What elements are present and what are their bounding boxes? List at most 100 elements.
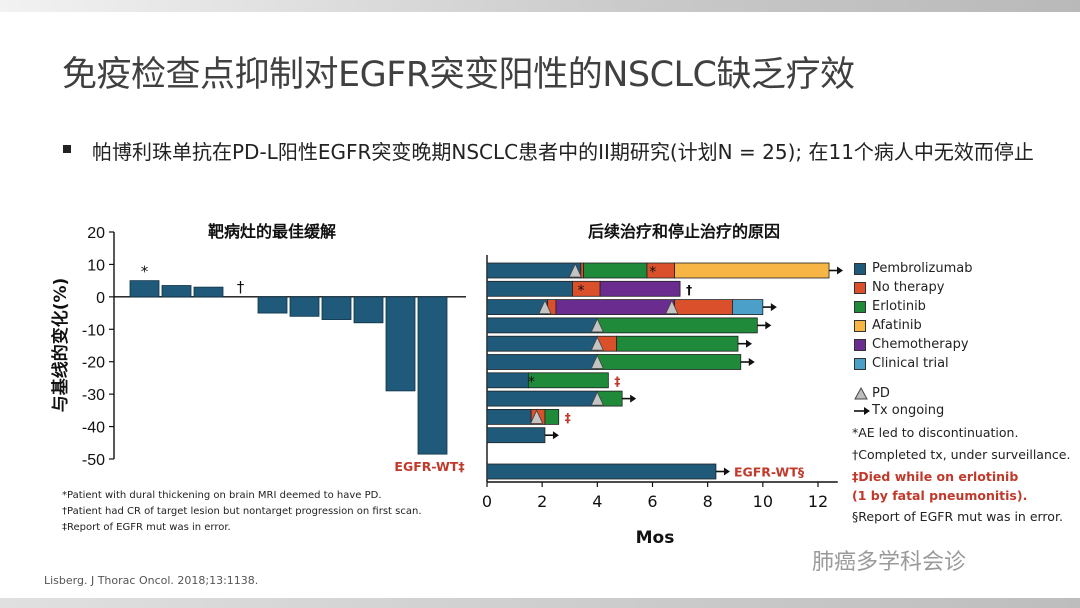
waterfall-bar [321, 296, 352, 320]
legend-swatch [854, 320, 866, 332]
pd-triangle [538, 299, 552, 315]
top-decor-bar [0, 0, 1080, 12]
swimmer-segment [674, 299, 733, 316]
legend-swatch [854, 339, 866, 351]
right-x-tick-label: 6 [647, 492, 657, 511]
swimmer-segment [732, 299, 764, 316]
left-y-tick-label: 0 [96, 290, 105, 307]
ongoing-arrow-head [723, 467, 730, 476]
bullet-text: 帕博利珠单抗在PD-L阳性EGFR突变晚期NSCLC患者中的II期研究(计划N … [92, 140, 1034, 164]
note-completed: †Completed tx, under surveillance. [852, 447, 1071, 462]
swimmer-suffix: † [686, 283, 692, 297]
pd-triangle-icon [854, 386, 868, 400]
waterfall-bar-mark: * [141, 263, 149, 281]
swimmer-segment [486, 280, 573, 297]
ongoing-arrow-head [837, 266, 844, 275]
right-x-tick-label: 12 [808, 492, 828, 511]
waterfall-bar [289, 296, 320, 317]
waterfall-bar [193, 286, 224, 298]
ongoing-arrow-head [748, 358, 755, 366]
legend-swatch [854, 263, 866, 275]
swimmer-segment [527, 372, 609, 389]
pd-triangle [568, 263, 582, 278]
right-x-tick-label: 8 [703, 492, 713, 511]
swimmer-segment [674, 262, 830, 279]
left-footnote-1: *Patient with dural thickening on brain … [62, 490, 382, 501]
swimmer-segment [580, 262, 584, 279]
right-x-tick-label: 2 [537, 492, 547, 511]
left-y-tick-label: -10 [82, 322, 105, 339]
legend-swatch [854, 282, 866, 294]
left-footnote-3: ‡Report of EGFR mut was in error. [62, 522, 231, 533]
waterfall-bar [417, 296, 448, 455]
note-egfr-error: §Report of EGFR mut was in error. [852, 509, 1063, 524]
watermark: 肺癌多学科会诊 [812, 544, 966, 576]
left-footnote-2: †Patient had CR of target lesion but non… [62, 506, 422, 517]
swimmer-segment [486, 372, 529, 389]
legend-swatch [854, 301, 866, 313]
waterfall-bar [385, 296, 416, 392]
right-chart-title: 后续治疗和停止治疗的原因 [588, 222, 781, 241]
swimmer-segment [486, 317, 598, 334]
swimmer-segment [544, 408, 560, 425]
swimmer-segment [599, 280, 681, 297]
swimmer-marker: * [578, 283, 585, 299]
left-y-tick-label: -50 [82, 452, 105, 469]
source-citation: Lisberg. J Thorac Oncol. 2018;13:1138. [44, 574, 259, 587]
left-y-tick-label: -20 [82, 355, 105, 372]
watermark-text: 肺癌多学科会诊 [812, 550, 967, 575]
swimmer-segment [486, 427, 546, 444]
swimmer-segment [583, 262, 648, 279]
arrow-right-icon [854, 407, 870, 415]
note-ae: *AE led to discontinuation. [852, 425, 1019, 440]
note-pneumonitis: (1 by fatal pneumonitis). [852, 488, 1028, 503]
pd-triangle [530, 409, 544, 424]
swimmer-marker: * [528, 374, 535, 390]
swimmer-segment [555, 299, 675, 316]
waterfall-bar [161, 285, 192, 298]
waterfall-bar [257, 296, 288, 314]
swimmer-segment [596, 354, 742, 370]
waterfall-bar-mark: † [237, 278, 245, 296]
ongoing-arrow-head [552, 431, 559, 440]
swimmer-suffix: ‡ [565, 411, 571, 425]
swimmer-segment [486, 390, 598, 407]
swimmer-marker: * [649, 265, 656, 281]
swimmer-segment [486, 335, 598, 352]
right-x-tick-label: 10 [753, 492, 773, 511]
egfr-wt-annotation: EGFR-WT‡ [394, 459, 464, 474]
legend-swatch [854, 358, 866, 370]
pd-triangle [590, 354, 604, 369]
waterfall-bar [129, 280, 160, 298]
swimmer-segment [486, 408, 532, 425]
ongoing-arrow-head [630, 394, 637, 403]
swimmer-segment [486, 354, 598, 370]
pd-triangle [590, 336, 604, 351]
pd-triangle [590, 391, 604, 406]
right-x-tick-label: 4 [592, 492, 602, 511]
swimmer-segment [616, 335, 739, 352]
swimmer-suffix: ‡ [614, 374, 620, 388]
pd-triangle [590, 317, 604, 333]
pd-triangle [665, 299, 679, 315]
left-y-axis-label: 与基线的变化(%) [50, 278, 71, 413]
bottom-decor-bar [0, 598, 1080, 608]
waterfall-bar [353, 296, 384, 324]
swimmer-segment [486, 299, 549, 316]
slide-title: 免疫检查点抑制对EGFR突变阳性的NSCLC缺乏疗效 [62, 55, 855, 95]
swimmer-segment [486, 463, 717, 480]
bullet-square-icon [63, 145, 71, 153]
right-x-axis-label: Mos [636, 528, 675, 548]
ongoing-arrow-head [765, 321, 772, 330]
swimmer-segment [486, 262, 582, 279]
left-chart-title: 靶病灶的最佳缓解 [208, 222, 337, 241]
egfr-wt-swimmer-annotation: EGFR-WT§ [734, 465, 805, 480]
left-y-tick-label: 10 [87, 257, 105, 274]
left-y-tick-label: 20 [87, 225, 105, 242]
right-x-tick-label: 0 [482, 492, 492, 511]
note-died: ‡Died while on erlotinib [852, 469, 1019, 484]
ongoing-arrow-head [770, 303, 777, 312]
swimmer-segment [596, 317, 758, 334]
ongoing-arrow-head [746, 339, 753, 348]
